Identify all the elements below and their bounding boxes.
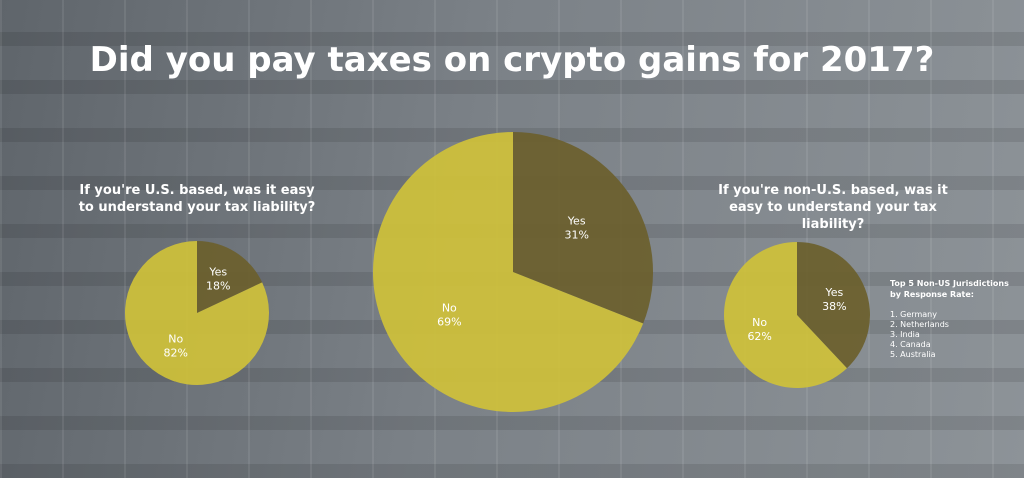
- slice-label: No: [168, 332, 183, 345]
- pie-slice: [513, 132, 653, 324]
- pie-slice: [125, 241, 270, 386]
- list: 1. Germany 2. Netherlands 3. India 4. Canad…: [890, 310, 949, 360]
- slice-value: 62%: [747, 330, 771, 343]
- list-item: 5. Australia: [890, 350, 936, 359]
- main-title: Did you pay taxes on crypto gains for 20…: [89, 40, 935, 80]
- pie-slice: [797, 242, 870, 369]
- list-title: Top 5 Non-US Jurisdictions by Response R…: [890, 279, 1009, 299]
- list-item: 1. Germany: [890, 310, 937, 319]
- pie-slice: [197, 241, 263, 313]
- slice-label: Yes: [824, 286, 843, 299]
- slice-value: 31%: [564, 229, 588, 242]
- slice-value: 38%: [822, 300, 846, 313]
- slice-value: 69%: [437, 315, 461, 328]
- list-item: 2. Netherlands: [890, 320, 949, 329]
- slice-label: No: [442, 301, 457, 314]
- list-item: 4. Canada: [890, 340, 931, 349]
- slice-label: Yes: [567, 215, 586, 228]
- slice-value: 18%: [206, 280, 230, 293]
- slice-label: Yes: [208, 266, 227, 279]
- slice-value: 82%: [164, 346, 188, 359]
- chart-title: If you're non-U.S. based, was it easy to…: [718, 183, 948, 232]
- chart-title: If you're U.S. based, was it easy to und…: [78, 183, 316, 215]
- pie-slice: [724, 242, 847, 388]
- slice-label: No: [752, 316, 767, 329]
- list-item: 3. India: [890, 330, 920, 339]
- pie-slice: [373, 132, 644, 413]
